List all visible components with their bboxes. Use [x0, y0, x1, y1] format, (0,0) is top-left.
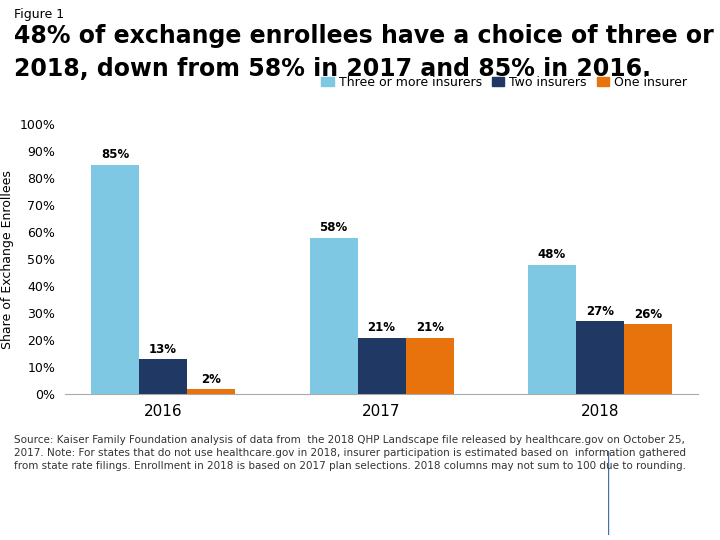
- Text: 27%: 27%: [586, 305, 614, 318]
- Text: KAISER: KAISER: [623, 475, 691, 494]
- Text: 21%: 21%: [415, 321, 444, 334]
- Text: Source: Kaiser Family Foundation analysis of data from  the 2018 QHP Landscape f: Source: Kaiser Family Foundation analysi…: [14, 435, 686, 471]
- Text: FAMILY: FAMILY: [631, 496, 683, 509]
- Bar: [405, 338, 454, 394]
- Bar: [91, 165, 139, 394]
- Y-axis label: Share of Exchange Enrollees: Share of Exchange Enrollees: [1, 170, 14, 349]
- Text: 2018, down from 58% in 2017 and 85% in 2016.: 2018, down from 58% in 2017 and 85% in 2…: [14, 57, 652, 80]
- Text: 85%: 85%: [101, 148, 129, 161]
- Text: 26%: 26%: [634, 308, 662, 321]
- Text: 48% of exchange enrollees have a choice of three or more insurers in: 48% of exchange enrollees have a choice …: [14, 24, 720, 48]
- Bar: [528, 265, 576, 394]
- Bar: [576, 321, 624, 394]
- Legend: Three or more insurers, Two insurers, One insurer: Three or more insurers, Two insurers, On…: [316, 71, 692, 94]
- Text: 58%: 58%: [320, 221, 348, 234]
- Bar: [358, 338, 405, 394]
- Text: FOUNDATION: FOUNDATION: [634, 517, 680, 523]
- Text: THE HENRY J.: THE HENRY J.: [634, 463, 680, 469]
- Text: 2%: 2%: [202, 373, 221, 386]
- Text: 13%: 13%: [149, 343, 177, 356]
- Bar: [624, 324, 672, 394]
- Bar: [139, 359, 187, 394]
- Text: Figure 1: Figure 1: [14, 8, 65, 21]
- Text: 48%: 48%: [538, 248, 566, 261]
- Bar: [310, 238, 358, 394]
- Bar: [187, 389, 235, 394]
- Text: 21%: 21%: [368, 321, 395, 334]
